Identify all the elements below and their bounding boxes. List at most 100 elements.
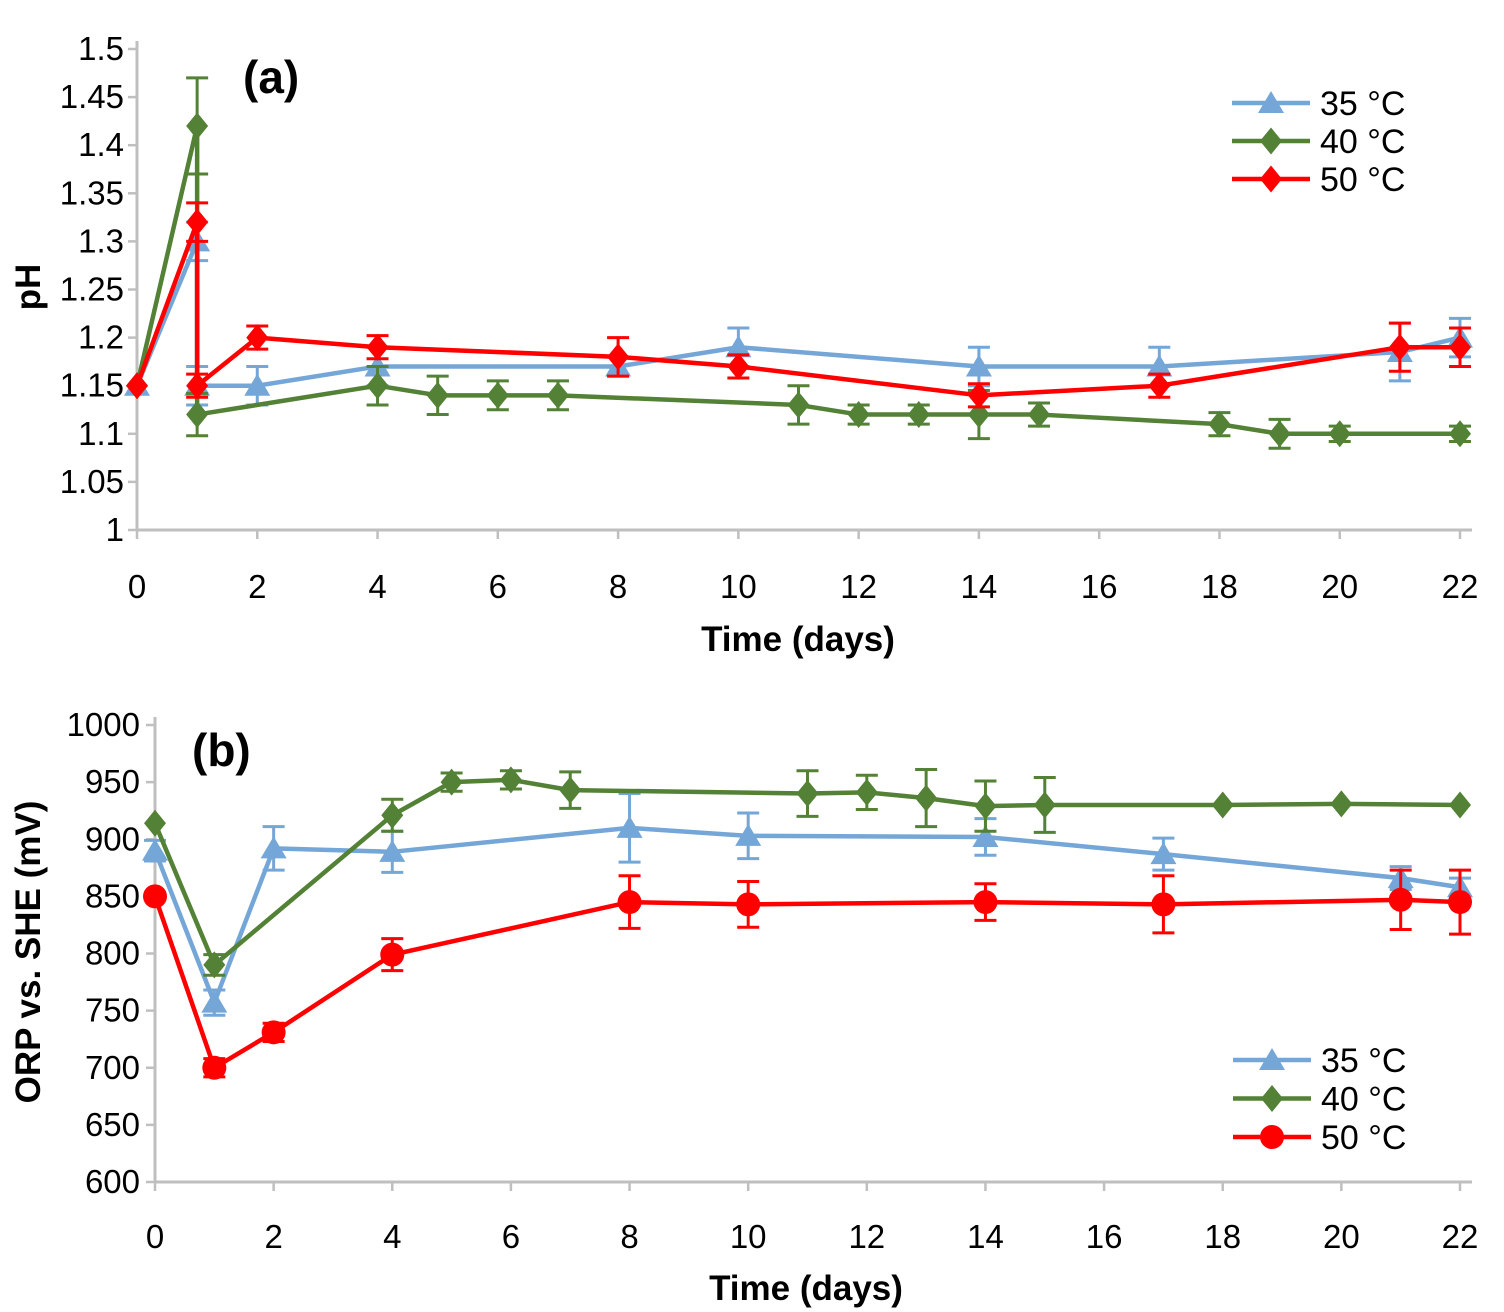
legend-label: 40 °C — [1320, 123, 1405, 161]
data-point-marker — [915, 784, 938, 812]
data-point-marker — [203, 951, 226, 979]
data-point-marker — [607, 343, 630, 371]
data-point-marker — [787, 391, 810, 419]
x-axis-title-a: Time (days) — [701, 620, 895, 659]
data-point-marker — [366, 333, 389, 361]
data-point-marker — [186, 401, 209, 429]
y-tick-label-a: 1.05 — [60, 463, 124, 500]
y-tick-label-a: 1.4 — [78, 126, 124, 163]
x-tick-label-b: 6 — [502, 1218, 520, 1255]
data-point-marker — [1388, 887, 1413, 912]
data-point-marker — [260, 836, 287, 859]
series-line — [152, 825, 1463, 1005]
y-tick-label-a: 1 — [106, 511, 124, 548]
data-point-marker — [1330, 790, 1353, 818]
legend-label: 35 °C — [1320, 85, 1405, 123]
data-point-marker — [965, 354, 992, 377]
y-axis-title-a: pH — [9, 264, 48, 311]
x-tick-label-b: 12 — [848, 1218, 885, 1255]
data-point-marker — [380, 942, 405, 967]
y-tick-label-a: 1.45 — [60, 78, 124, 115]
legend-label: 50 °C — [1320, 161, 1405, 199]
y-tick-label-a: 1.25 — [60, 271, 124, 308]
data-point-marker — [727, 352, 750, 380]
x-tick-label-a: 0 — [128, 568, 146, 605]
x-tick-label-b: 20 — [1323, 1218, 1360, 1255]
data-point-marker — [616, 815, 643, 838]
x-tick-label-b: 0 — [146, 1218, 164, 1255]
legend-label: 50 °C — [1321, 1119, 1406, 1157]
data-point-marker — [546, 381, 569, 409]
series-a-40°C — [126, 76, 1471, 450]
data-point-marker — [1388, 333, 1411, 361]
data-point-marker — [144, 809, 166, 837]
data-point-marker — [1146, 354, 1173, 377]
data-point-marker — [486, 381, 509, 409]
data-point-marker — [1033, 791, 1056, 819]
data-point-marker — [1151, 892, 1176, 917]
y-tick-label-a: 1.1 — [78, 415, 124, 452]
data-point-marker — [1028, 401, 1051, 429]
legend-marker — [1258, 91, 1284, 113]
data-point-marker — [1449, 791, 1471, 819]
data-point-marker — [736, 892, 761, 917]
data-point-marker — [186, 208, 209, 236]
data-point-marker — [796, 780, 819, 808]
series-b-40°C — [144, 766, 1471, 979]
x-tick-label-b: 22 — [1442, 1218, 1479, 1255]
data-point-marker — [1448, 890, 1472, 915]
x-tick-label-a: 16 — [1081, 568, 1118, 605]
legend-marker — [1261, 1085, 1283, 1112]
data-point-marker — [201, 990, 228, 1013]
data-point-marker — [973, 890, 998, 915]
data-point-marker — [735, 823, 762, 846]
data-point-marker — [1148, 372, 1171, 400]
y-tick-label-b: 600 — [85, 1163, 140, 1200]
y-tick-label-b: 950 — [85, 763, 140, 800]
data-point-marker — [974, 792, 997, 820]
y-tick-label-a: 1.3 — [78, 222, 124, 259]
x-tick-label-b: 14 — [967, 1218, 1004, 1255]
x-tick-label-a: 4 — [368, 568, 386, 605]
data-point-marker — [499, 766, 522, 794]
data-point-marker — [381, 801, 404, 829]
x-tick-label-b: 10 — [730, 1218, 767, 1255]
data-point-marker — [202, 1055, 227, 1080]
x-tick-label-b: 2 — [264, 1218, 282, 1255]
x-tick-label-b: 4 — [383, 1218, 401, 1255]
data-point-marker — [379, 839, 406, 862]
y-tick-label-a: 1.2 — [78, 319, 124, 356]
y-tick-label-a: 1.5 — [78, 30, 124, 67]
x-tick-label-a: 6 — [489, 568, 507, 605]
x-axis-title-b: Time (days) — [709, 1269, 903, 1308]
series-line — [152, 894, 1463, 1070]
data-point-marker — [1211, 791, 1234, 819]
series-b-50°C — [143, 868, 1472, 1080]
panel-label-a: (a) — [243, 51, 299, 103]
legend-marker — [1259, 1048, 1285, 1070]
legend-b: 35 °C40 °C50 °C — [1233, 1042, 1406, 1157]
data-point-marker — [1268, 420, 1291, 448]
series-a-35°C — [124, 220, 1473, 407]
series-line — [134, 123, 1463, 437]
data-point-marker — [1328, 420, 1351, 448]
panel-label-b: (b) — [192, 724, 251, 776]
y-tick-label-b: 750 — [85, 992, 140, 1029]
data-point-marker — [366, 372, 389, 400]
x-tick-label-a: 12 — [840, 568, 877, 605]
data-point-marker — [244, 373, 271, 396]
data-point-marker — [142, 838, 168, 861]
data-point-marker — [440, 768, 463, 796]
data-point-marker — [246, 324, 269, 352]
data-point-marker — [1208, 410, 1231, 438]
series-line — [134, 239, 1463, 388]
series-a-50°C — [126, 201, 1471, 409]
legend-marker — [1260, 1125, 1284, 1149]
y-tick-label-b: 700 — [85, 1049, 140, 1086]
data-point-marker — [186, 372, 209, 400]
legend-a: 35 °C40 °C50 °C — [1232, 85, 1405, 199]
y-tick-label-a: 1.35 — [60, 174, 124, 211]
y-tick-label-b: 900 — [85, 820, 140, 857]
